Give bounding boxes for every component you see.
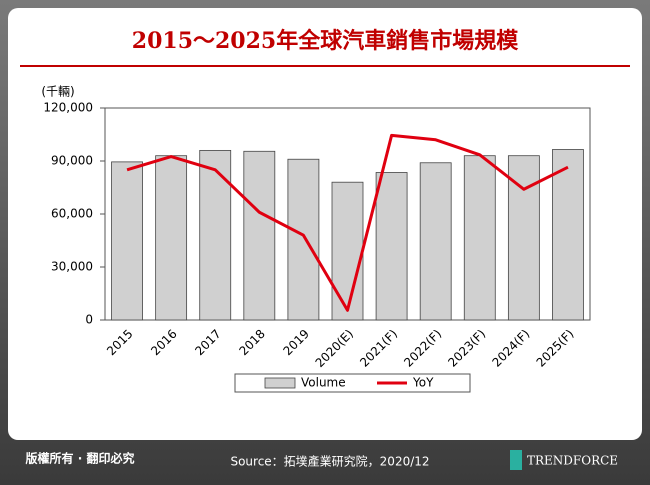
- y-tick-label: 60,000: [51, 207, 93, 221]
- y-tick-label: 120,000: [43, 101, 93, 115]
- y-unit-label: (千輛): [41, 85, 74, 99]
- x-tick-label: 2021(F): [357, 327, 400, 370]
- bar: [463, 155, 496, 321]
- y-tick-label: 30,000: [51, 260, 93, 274]
- y-tick-label: 0: [85, 313, 93, 327]
- line: [126, 133, 569, 312]
- x-tick-label: 2019: [281, 327, 312, 358]
- x-tick-label: 2015: [104, 327, 135, 358]
- x-tick-label: 2024(F): [489, 327, 532, 370]
- logo: TRENDFORCE: [527, 454, 618, 468]
- y-tick-label: 90,000: [51, 154, 93, 168]
- legend-label: Volume: [301, 376, 346, 390]
- x-tick-label: 2020(E): [313, 327, 356, 370]
- bar: [243, 150, 276, 321]
- x-tick-label: 2023(F): [445, 327, 488, 370]
- x-tick-label: 2022(F): [401, 327, 444, 370]
- chart-title: 2015～2025年全球汽車銷售市場規模: [132, 28, 519, 54]
- legend-swatch: [264, 377, 296, 389]
- bar: [155, 155, 188, 321]
- bar: [419, 162, 452, 321]
- bar: [111, 161, 143, 321]
- bar: [375, 172, 408, 321]
- bar: [199, 149, 232, 321]
- x-tick-label: 2018: [236, 327, 267, 358]
- bar: [552, 149, 584, 321]
- source: Source：拓墣產業研究院，2020/12: [230, 454, 429, 469]
- copyright: 版權所有 · 翻印必究: [26, 451, 135, 466]
- logo-icon: [510, 450, 522, 470]
- x-tick-label: 2025(F): [534, 327, 577, 370]
- x-tick-label: 2017: [192, 327, 223, 358]
- bar: [287, 158, 320, 321]
- bar: [331, 181, 364, 321]
- legend-label: YoY: [412, 376, 434, 390]
- x-tick-label: 2016: [148, 327, 179, 358]
